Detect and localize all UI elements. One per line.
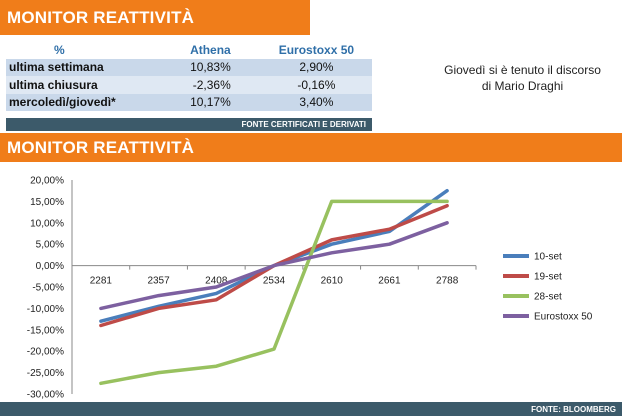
table-header-athena: Athena xyxy=(190,42,231,57)
x-tick-label: 2408 xyxy=(205,276,228,287)
y-tick-label: -30,00% xyxy=(27,390,64,401)
series-line-10-set xyxy=(99,188,449,323)
monitor-title-top-text: MONITOR REATTIVITÀ xyxy=(7,7,195,27)
performance-table: % Athena Eurostoxx 50 ultima settimana 1… xyxy=(6,41,372,111)
row-athena: -2,36% xyxy=(160,76,261,94)
note-line-2: di Mario Draghi xyxy=(481,79,564,93)
x-tick-label: 2661 xyxy=(378,276,401,287)
table-row: ultima chiusura -2,36% -0,16% xyxy=(6,76,372,94)
note-line-1: Giovedì si è tenuto il discorso xyxy=(444,63,601,77)
row-eurostoxx: -0,16% xyxy=(260,76,372,94)
y-tick-label: -15,00% xyxy=(27,325,64,336)
table-row: mercoledì/giovedì* 10,17% 3,40% xyxy=(6,93,372,111)
chart-source-text: FONTE: BLOOMBERG xyxy=(531,404,616,414)
series-line-28-set xyxy=(99,199,449,386)
x-tick-label: 2281 xyxy=(90,276,113,287)
monitor-title-top: MONITOR REATTIVITÀ xyxy=(0,0,310,35)
row-eurostoxx: 2,90% xyxy=(260,58,372,76)
monitor-title-chart-text: MONITOR REATTIVITÀ xyxy=(7,137,195,157)
legend-label: 19-set xyxy=(534,272,562,283)
row-athena: 10,83% xyxy=(160,58,261,76)
table-header-percent: % xyxy=(54,42,65,57)
x-axis-labels: 2281 2357 2408 2534 2610 2661 2788 xyxy=(90,276,459,287)
table-source-text: FONTE CERTIFICATI E DERIVATI xyxy=(241,120,366,129)
row-label: ultima chiusura xyxy=(6,76,161,94)
row-label: mercoledì/giovedì* xyxy=(6,93,161,111)
y-tick-label: 20,00% xyxy=(30,176,64,187)
y-tick-label: 10,00% xyxy=(30,218,64,229)
x-tick-label: 2357 xyxy=(147,276,170,287)
chart-series xyxy=(99,188,449,386)
y-tick-label: 15,00% xyxy=(30,197,64,208)
table-source-bar: FONTE CERTIFICATI E DERIVATI xyxy=(6,118,372,131)
monitor-title-chart: MONITOR REATTIVITÀ xyxy=(0,133,622,162)
y-tick-label: 0,00% xyxy=(36,261,64,272)
table-header-eurostoxx: Eurostoxx 50 xyxy=(278,42,355,57)
reactivity-line-chart: 20,00% 15,00% 10,00% 5,00% 0,00% -5,00% -10,00… xyxy=(27,176,593,401)
legend-label: 10-set xyxy=(534,252,562,263)
x-tick-label: 2788 xyxy=(436,276,459,287)
y-tick-label: -5,00% xyxy=(32,283,64,294)
table-row: ultima settimana 10,83% 2,90% xyxy=(6,58,372,76)
y-tick-label: -20,00% xyxy=(27,347,64,358)
x-tick-label: 2610 xyxy=(321,276,344,287)
x-tick-label: 2534 xyxy=(263,276,286,287)
chart-source-bar: FONTE: BLOOMBERG xyxy=(0,402,622,416)
legend-label: 28-set xyxy=(534,292,562,303)
chart-legend: 10-set 19-set 28-set Eurostoxx 50 xyxy=(503,252,593,323)
y-tick-label: -25,00% xyxy=(27,368,64,379)
y-tick-label: 5,00% xyxy=(36,240,64,251)
row-athena: 10,17% xyxy=(160,93,261,111)
y-axis-labels: 20,00% 15,00% 10,00% 5,00% 0,00% -5,00% -10,00… xyxy=(27,176,64,401)
row-label: ultima settimana xyxy=(6,58,161,76)
row-eurostoxx: 3,40% xyxy=(260,93,372,111)
y-tick-label: -10,00% xyxy=(27,304,64,315)
series-line-eurostoxx-50 xyxy=(99,221,449,311)
draghi-note: Giovedì si è tenuto il discorso di Mario… xyxy=(420,62,625,94)
legend-label: Eurostoxx 50 xyxy=(534,312,593,323)
